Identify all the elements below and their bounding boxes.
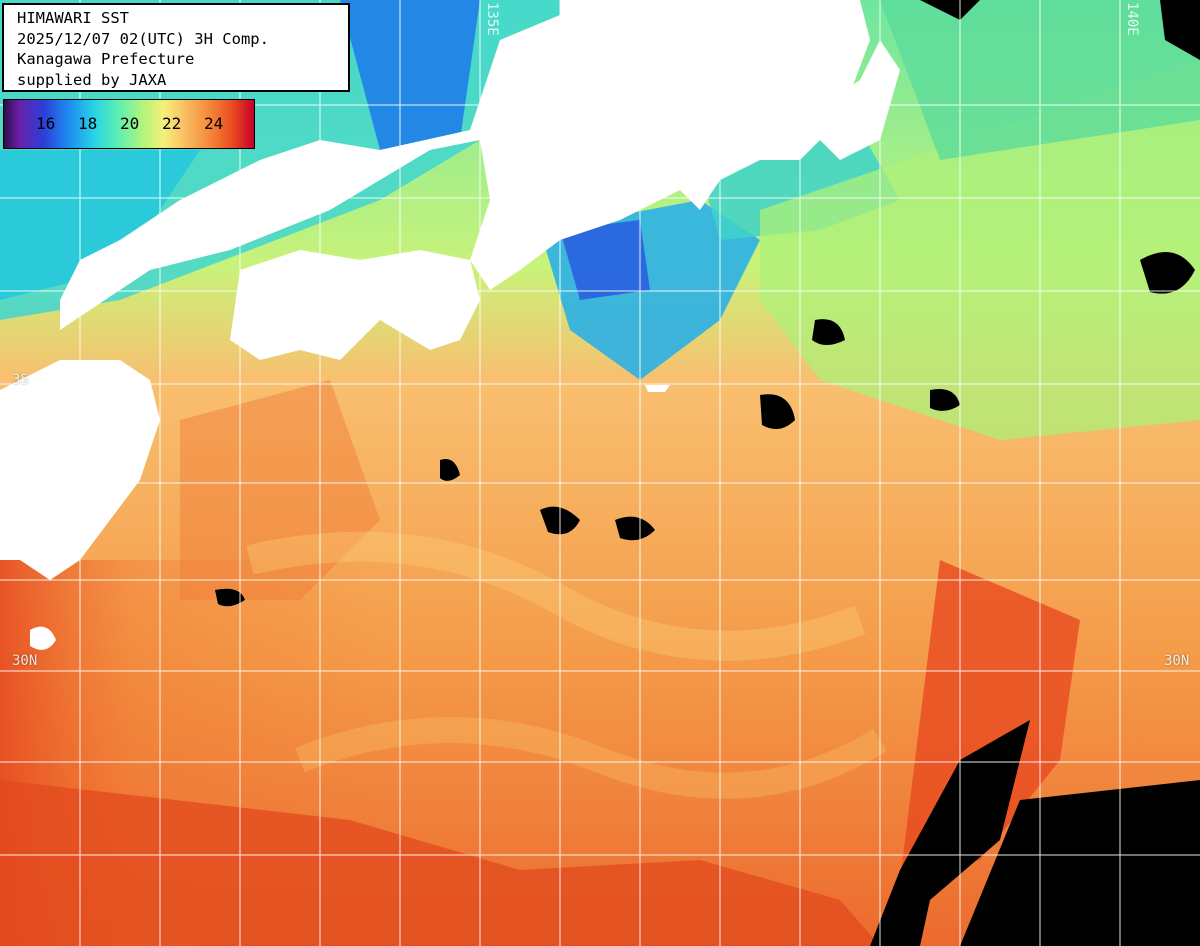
lat-label-30n-right: 30N [1164, 653, 1190, 669]
land-shikoku [230, 250, 480, 360]
mixing-streak-2 [295, 717, 887, 799]
no-data-patch-2 [615, 516, 655, 541]
cold-water-patch [560, 220, 650, 300]
land-islet [645, 385, 670, 392]
land-island [30, 626, 56, 650]
warm-eddy [180, 380, 380, 600]
legend-tick-20: 20 [120, 114, 140, 133]
no-data-patch-6 [1160, 0, 1200, 60]
map-info-box: HIMAWARI SST 2025/12/07 02(UTC) 3H Comp.… [2, 3, 350, 92]
legend-tick-24: 24 [204, 114, 224, 133]
title-line-satellite: HIMAWARI SST [17, 9, 129, 27]
cold-water-bay [340, 0, 480, 150]
legend-tick-22: 22 [162, 114, 182, 133]
title-line-date: 2025/12/07 02(UTC) 3H Comp. [17, 29, 269, 48]
warm-water-south [0, 780, 880, 946]
lat-label-35: 35 [12, 372, 29, 388]
no-data-southeast [960, 780, 1200, 946]
temperature-legend: 16 18 20 22 24 [3, 99, 255, 149]
no-data-patch-10 [930, 389, 960, 411]
lat-label-30n-left: 30N [12, 653, 38, 669]
legend-tick-18: 18 [78, 114, 98, 133]
lon-label-140e: 140E [1124, 2, 1140, 36]
no-data-patch-9 [812, 319, 845, 345]
cool-water-west [0, 150, 200, 300]
title-line-prefecture: Kanagawa Prefecture [17, 50, 195, 68]
no-data-patch-7 [920, 0, 980, 20]
title-line-supplier: supplied by JAXA [17, 70, 167, 89]
land-honshu [60, 0, 870, 330]
no-data-areas [215, 0, 1200, 946]
no-data-patch-4 [440, 459, 460, 481]
legend-tick-16: 16 [36, 114, 56, 133]
no-data-band [870, 720, 1030, 946]
no-data-patch-3 [760, 394, 795, 429]
lon-label-135e: 135E [484, 2, 500, 36]
cool-water-east [760, 60, 1200, 440]
no-data-patch-8 [215, 588, 245, 607]
no-data-patch-5 [1140, 252, 1195, 294]
land-boso [800, 40, 900, 160]
